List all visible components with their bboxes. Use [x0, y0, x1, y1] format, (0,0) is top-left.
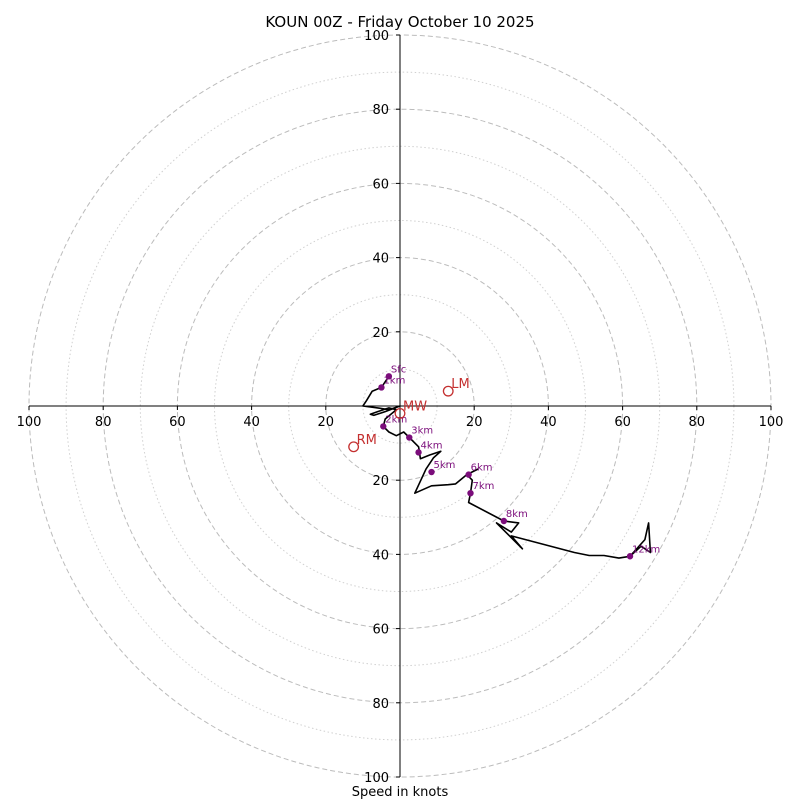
x-tick-label: 60 — [614, 415, 631, 430]
height-label-3km: 3km — [411, 426, 433, 437]
hodograph-trace-group — [362, 375, 652, 559]
storm-motion-label-RM: RM — [357, 433, 377, 448]
hodograph-trace — [362, 375, 652, 559]
x-tick-label: 80 — [689, 415, 706, 430]
storm-motion-MW — [394, 407, 406, 419]
storm-motion-LM — [442, 385, 454, 397]
y-tick-label: 40 — [372, 252, 389, 267]
y-tick-label: 20 — [372, 474, 389, 489]
height-marker-7km — [467, 489, 474, 497]
height-label-Sfc: Sfc — [391, 364, 406, 375]
height-marker-4km — [415, 449, 422, 456]
y-tick-label: 100 — [364, 29, 389, 44]
x-tick-label: 60 — [169, 415, 186, 430]
y-tick-label: 100 — [364, 771, 389, 786]
height-label-12km: 12km — [632, 544, 660, 555]
y-tick-label: 80 — [372, 103, 389, 118]
tick-labels: 100 80 60 40 20 20 40 60 80 100 100 80 60 40 20 20 40 60 8… — [17, 29, 784, 786]
height-label-7km: 7km — [472, 481, 494, 492]
height-label-8km: 8km — [506, 509, 528, 520]
height-marker-2km — [380, 423, 387, 430]
y-tick-label: 40 — [372, 548, 389, 563]
x-tick-label: 80 — [95, 415, 112, 430]
height-marker-12km — [626, 553, 634, 560]
height-label-2km: 2km — [385, 414, 407, 425]
height-marker-8km — [500, 517, 508, 525]
x-tick-label: 40 — [243, 415, 260, 430]
height-label-5km: 5km — [434, 460, 456, 471]
height-marker-1km — [378, 384, 385, 391]
height-marker-Sfc — [385, 373, 393, 380]
chart-title: KOUN 00Z - Friday October 10 2025 — [265, 13, 534, 31]
x-tick-label: 20 — [466, 415, 483, 430]
x-tick-label: 100 — [759, 415, 784, 430]
height-label-1km: 1km — [383, 375, 405, 386]
storm-motion-RM — [348, 441, 360, 453]
storm-motion-label-LM: LM — [451, 377, 469, 392]
x-axis-label: Speed in knots — [352, 785, 449, 800]
storm-motion-label-MW: MW — [403, 399, 427, 414]
x-tick-label: 20 — [318, 415, 335, 430]
height-marker-5km — [428, 468, 435, 476]
storm-motion-markers: LM MW RM — [348, 377, 470, 453]
height-label-6km: 6km — [471, 463, 493, 474]
x-tick-label: 100 — [17, 415, 42, 430]
height-marker-6km — [465, 471, 472, 478]
y-tick-label: 60 — [372, 177, 389, 192]
x-tick-label: 40 — [540, 415, 557, 430]
height-marker-3km — [406, 434, 413, 441]
y-tick-label: 20 — [372, 326, 389, 341]
y-tick-label: 60 — [372, 623, 389, 638]
height-label-4km: 4km — [421, 440, 443, 451]
y-tick-label: 80 — [372, 697, 389, 712]
